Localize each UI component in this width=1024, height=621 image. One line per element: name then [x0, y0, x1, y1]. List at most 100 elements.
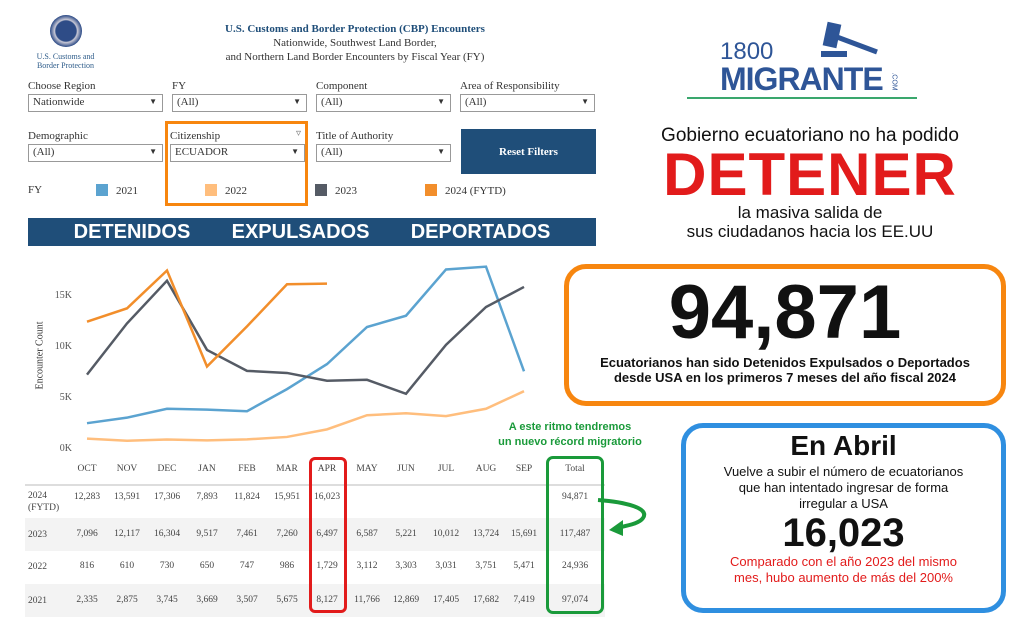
table-cell: 10,012	[432, 529, 460, 539]
table-cell: 3,669	[196, 595, 218, 605]
table-cell: 1,729	[316, 561, 338, 571]
line-chart: 0K 5K 10K 15K	[55, 265, 526, 454]
table-cell: 7,096	[76, 529, 98, 539]
table-cell: 16,023	[313, 492, 341, 502]
legend-label: 2022	[225, 185, 247, 197]
month-header: APR	[317, 464, 337, 474]
legend-swatch	[425, 184, 437, 196]
citizenship-highlight	[165, 121, 308, 206]
total-desc-2: desde USA en los primeros 7 meses del añ…	[613, 370, 956, 385]
table-cell: 15,691	[510, 529, 538, 539]
total-cell: 97,074	[561, 595, 589, 605]
fy-value: (All)	[177, 96, 199, 108]
month-header: NOV	[116, 464, 138, 474]
month-header: JUN	[397, 464, 415, 474]
fy-label: FY	[172, 80, 187, 92]
total-highlight	[546, 456, 604, 614]
table-cell: 12,869	[392, 595, 420, 605]
citizenship-dropdown[interactable]: ECUADOR ▼	[170, 144, 305, 162]
component-value: (All)	[321, 96, 343, 108]
table-cell: 3,507	[236, 595, 258, 605]
headline-big: DETENER	[663, 141, 957, 208]
table-cell: 17,405	[432, 595, 460, 605]
table-cell: 16,304	[153, 529, 181, 539]
citizenship-label: Citizenship	[170, 130, 221, 142]
table-cell: 6,587	[356, 529, 378, 539]
title-of-authority-dropdown[interactable]: (All) ▼	[316, 144, 451, 162]
table-cell: 5,471	[513, 561, 535, 571]
headline-post-2: sus ciudadanos hacia los EE.UU	[686, 222, 934, 241]
month-header: SEP	[515, 464, 533, 474]
legend-item[interactable]: 2021	[96, 184, 138, 197]
total-desc-1: Ecuatorianos han sido Detenidos Expulsad…	[600, 355, 970, 370]
table-cell: 8,127	[316, 595, 338, 605]
table-cell: 9,517	[196, 529, 218, 539]
y-tick-label: 10K	[55, 341, 73, 352]
table-cell: 3,745	[156, 595, 178, 605]
month-header: MAR	[276, 464, 298, 474]
legend-title: FY	[28, 184, 43, 196]
gavel-icon	[821, 21, 878, 57]
table-cell: 610	[119, 561, 135, 571]
april-desc-1: Vuelve a subir el número de ecuatorianos	[723, 464, 964, 479]
april-compare-1: Comparado con el año 2023 del mismo	[730, 554, 957, 569]
choose-region-label: Choose Region	[28, 80, 96, 92]
month-header: AUG	[475, 464, 497, 474]
component-label: Component	[316, 80, 368, 92]
month-header: DEC	[157, 464, 177, 474]
subtitle-2: and Northern Land Border Encounters by F…	[225, 51, 485, 63]
table-cell: 2,875	[116, 595, 138, 605]
total-number: 94,871	[668, 270, 902, 355]
agency-name: U.S. Customs and Border Protection	[36, 52, 95, 70]
component-dropdown[interactable]: (All) ▼	[316, 94, 451, 112]
chevron-down-icon: ▼	[149, 147, 157, 156]
table-cell: 3,303	[395, 561, 417, 571]
table-cell: 12,283	[73, 492, 101, 502]
series-line-2023	[86, 278, 525, 396]
banner-expulsados: EXPULSADOS	[231, 220, 370, 243]
month-header: OCT	[77, 464, 97, 474]
fy-dropdown[interactable]: (All) ▼	[172, 94, 307, 112]
banner: DETENIDOS EXPULSADOS DEPORTADOS	[28, 218, 596, 246]
area-of-responsibility-label: Area of Responsibility	[460, 80, 560, 92]
area-of-responsibility-dropdown[interactable]: (All) ▼	[460, 94, 595, 112]
table-cell: 12,117	[114, 529, 140, 539]
chevron-down-icon: ▼	[581, 97, 589, 106]
table-cell: 6,497	[316, 529, 338, 539]
headline-post-1: la masiva salida de	[737, 203, 883, 222]
y-axis-label: Encounter Count	[34, 321, 46, 390]
april-number: 16,023	[782, 511, 905, 555]
legend-item[interactable]: 2023	[315, 184, 357, 197]
banner-detenidos: DETENIDOS	[73, 220, 191, 243]
total-cell: 117,487	[559, 529, 591, 539]
choose-region-dropdown[interactable]: Nationwide ▼	[28, 94, 163, 112]
table-cell: 3,751	[475, 561, 497, 571]
headline-pre: Gobierno ecuatoriano no ha podido	[661, 125, 959, 146]
demographic-dropdown[interactable]: (All) ▼	[28, 144, 163, 162]
record-note-2: un nuevo récord migratorio	[498, 436, 642, 448]
chevron-down-icon: ▼	[437, 147, 445, 156]
table-cell: 17,682	[472, 595, 500, 605]
legend-item[interactable]: 2024 (FYTD)	[425, 184, 506, 197]
chevron-down-icon: ▼	[293, 97, 301, 106]
y-tick-label: 5K	[60, 392, 73, 403]
y-tick-label: 15K	[55, 290, 73, 301]
choose-region-value: Nationwide	[33, 96, 85, 108]
legend-item[interactable]: 2022	[205, 184, 247, 197]
table-cell: 7,461	[236, 529, 258, 539]
demographic-value: (All)	[33, 146, 55, 158]
citizenship-value: ECUADOR	[175, 146, 229, 158]
table-cell: 7,260	[276, 529, 298, 539]
legend-swatch	[96, 184, 108, 196]
area-of-responsibility-value: (All)	[465, 96, 487, 108]
table-cell: 11,766	[354, 595, 380, 605]
april-desc-3: irregular a USA	[799, 496, 888, 511]
month-header: JUL	[437, 464, 455, 474]
table-cell: 7,893	[196, 492, 218, 502]
filter-icon[interactable]: ▿	[296, 128, 302, 139]
table-cell: 2,335	[76, 595, 98, 605]
table-cell: 730	[159, 561, 175, 571]
total-cell: 94,871	[561, 492, 589, 502]
series-line-2021	[86, 265, 526, 425]
reset-filters-button[interactable]: Reset Filters	[461, 129, 596, 174]
